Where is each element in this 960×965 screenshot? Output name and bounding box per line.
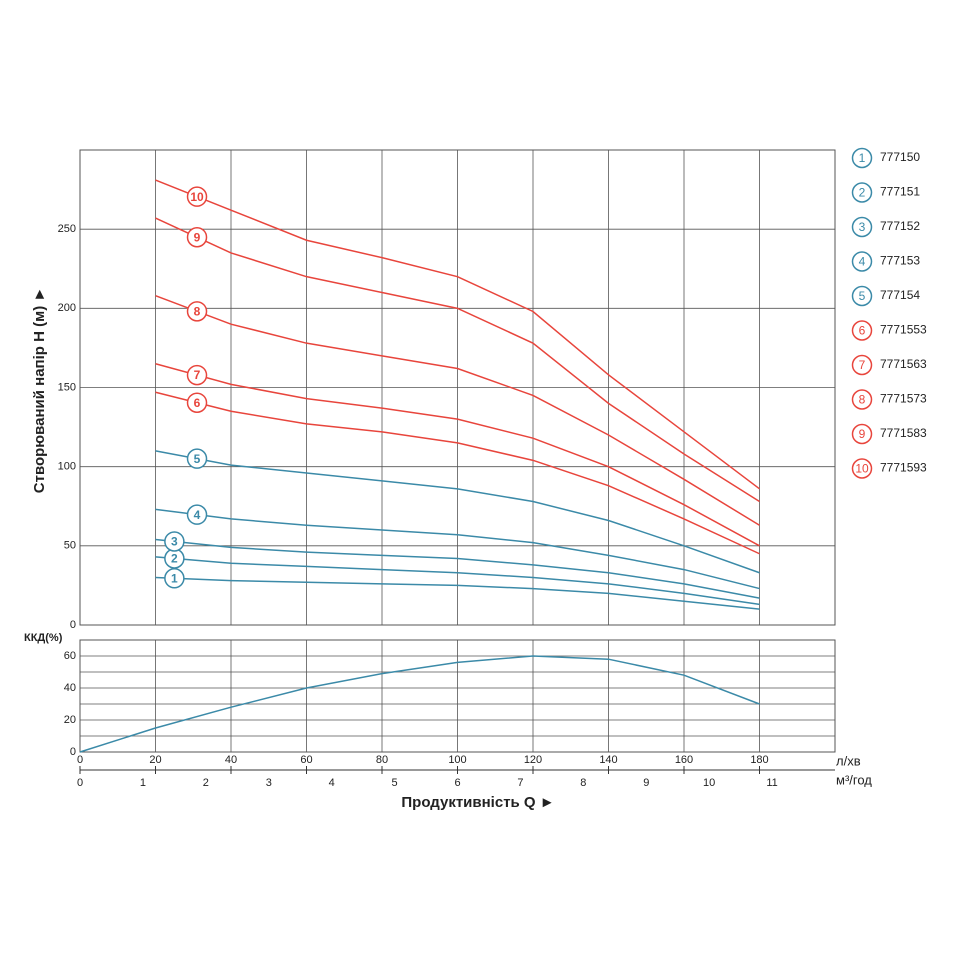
legend-circle (851, 458, 873, 479)
legend-label: 777153 (880, 254, 920, 268)
legend-number: 3 (859, 220, 866, 234)
curve-label-circle (186, 364, 208, 386)
y-tick-label: 0 (70, 746, 76, 758)
head-curve (155, 391, 760, 555)
curve-label: 6 (194, 396, 201, 410)
x-tick-label: 120 (524, 754, 542, 766)
efficiency-curve (79, 655, 760, 753)
curve-label: 9 (194, 230, 201, 244)
head-curve (155, 179, 760, 490)
head-curve (155, 217, 760, 503)
legend-number: 7 (859, 358, 866, 372)
x2-tick-label: 9 (643, 777, 649, 789)
curve-label: 3 (171, 535, 178, 549)
legend-label: 7771563 (880, 357, 927, 371)
legend-number: 9 (859, 427, 866, 441)
x-tick-label: 160 (675, 754, 693, 766)
legend-circle (851, 354, 873, 376)
head-curve (155, 556, 760, 606)
y-tick-label: 0 (70, 619, 76, 631)
x2-unit: м³/год (836, 772, 872, 787)
curve-label-circle (186, 448, 208, 469)
curve-label-circle (186, 226, 208, 248)
curve-label-circle (186, 301, 208, 322)
head-curve (155, 450, 760, 574)
legend-label: 777154 (880, 288, 920, 302)
x-tick-label: 80 (376, 754, 388, 766)
y-tick-label: 200 (58, 302, 76, 314)
legend-label: 7771573 (880, 392, 927, 406)
legend-label: 777150 (880, 150, 920, 164)
y-tick-label: 250 (58, 223, 76, 235)
legend-number: 6 (859, 324, 866, 338)
curve-label: 2 (171, 552, 178, 566)
curve-label: 8 (194, 305, 201, 319)
legend-number: 8 (859, 393, 866, 407)
x-title: Продуктивність Q ► (401, 794, 554, 811)
legend-label: 7771553 (880, 323, 927, 337)
legend-circle (851, 251, 873, 272)
x2-tick-label: 7 (517, 777, 523, 789)
head-curve (155, 508, 760, 590)
head-curve (155, 363, 760, 547)
curve-label: 1 (171, 571, 178, 585)
legend-number: 5 (859, 289, 866, 303)
x2-tick-label: 6 (454, 777, 460, 789)
x2-tick-label: 4 (329, 777, 335, 789)
x-tick-label: 20 (149, 754, 161, 766)
y-tick-label: 40 (64, 682, 76, 694)
legend-number: 4 (859, 255, 866, 269)
legend-circle (851, 182, 873, 203)
efficiency-title: ККД(%) (24, 632, 63, 644)
y-tick-label: 150 (58, 381, 76, 393)
y-tick-label: 20 (64, 714, 76, 726)
y-title: Створюваний напір H (м) ► (31, 287, 48, 493)
curve-label-circle (164, 568, 185, 589)
legend-number: 1 (859, 151, 866, 165)
legend-number: 2 (859, 186, 866, 200)
x2-tick-label: 11 (766, 777, 777, 789)
curve-label-circle (164, 531, 185, 552)
x-unit: л/хв (836, 753, 861, 768)
legend-circle (851, 389, 873, 410)
head-curve (155, 538, 760, 599)
x-tick-label: 180 (750, 754, 768, 766)
y-tick-label: 50 (64, 540, 76, 552)
x-tick-label: 40 (225, 754, 237, 766)
x2-tick-label: 2 (203, 777, 209, 789)
curve-label: 4 (194, 508, 201, 522)
head-curve (155, 294, 760, 526)
x-tick-label: 60 (300, 754, 312, 766)
x-tick-label: 100 (448, 754, 466, 766)
x2-tick-label: 5 (392, 777, 398, 789)
curve-label-circle (186, 504, 208, 525)
x2-tick-label: 3 (266, 777, 272, 789)
legend-circle (851, 216, 873, 238)
x2-tick-label: 1 (140, 777, 146, 789)
legend-circle (851, 285, 873, 307)
curve-label-circle (186, 392, 208, 413)
y-tick-label: 100 (58, 461, 76, 473)
y-tick-label: 60 (64, 650, 76, 662)
legend-circle (851, 147, 873, 169)
legend-label: 7771583 (880, 426, 927, 440)
legend-label: 777152 (880, 219, 920, 233)
legend-circle (851, 320, 873, 341)
legend-label: 7771593 (880, 461, 927, 475)
x2-tick-label: 10 (703, 777, 715, 789)
curve-label-circle (186, 186, 208, 207)
x2-tick-label: 0 (77, 777, 83, 789)
legend-number: 10 (855, 462, 869, 476)
x-tick-label: 140 (599, 754, 617, 766)
head-curve (155, 576, 760, 610)
x-tick-label: 0 (77, 754, 83, 766)
legend-circle (851, 423, 873, 445)
curve-label: 5 (194, 452, 201, 466)
curve-label: 7 (194, 368, 201, 382)
x2-tick-label: 8 (580, 777, 586, 789)
curve-label: 10 (190, 190, 204, 204)
legend-label: 777151 (880, 185, 920, 199)
